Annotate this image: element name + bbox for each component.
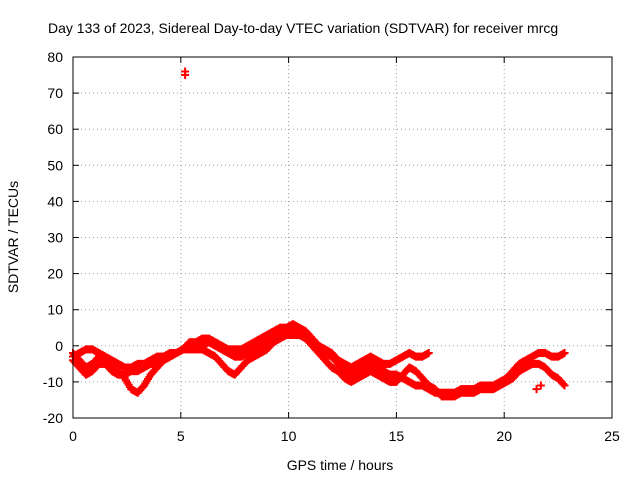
x-tick-label: 25	[604, 428, 620, 444]
x-tick-label: 5	[177, 428, 185, 444]
y-tick-label: 70	[47, 85, 63, 101]
data-point	[532, 385, 541, 394]
series-trace-3	[69, 320, 433, 372]
y-tick-label: -20	[43, 410, 63, 426]
x-tick-label: 20	[496, 428, 512, 444]
y-tick-label: -10	[43, 374, 63, 390]
chart-title: Day 133 of 2023, Sidereal Day-to-day VTE…	[48, 20, 558, 36]
data-point	[424, 349, 433, 358]
x-tick-label: 15	[389, 428, 405, 444]
data-markers	[69, 67, 569, 401]
y-tick-label: 30	[47, 230, 63, 246]
y-tick-label: 80	[47, 49, 63, 65]
axis-ticks: 0 5 10 15 20 25 -20 -10 0 10 20 30 40 50 60 70 80	[43, 49, 620, 444]
data-point	[560, 381, 569, 390]
series-outliers	[181, 67, 545, 394]
chart-grid	[73, 57, 612, 418]
y-tick-label: 40	[47, 193, 63, 209]
y-axis-label: SDTVAR / TECUs	[5, 181, 21, 293]
x-tick-label: 0	[69, 428, 77, 444]
y-tick-label: 60	[47, 121, 63, 137]
series-trace-2	[69, 330, 569, 401]
y-tick-label: 20	[47, 266, 63, 282]
y-tick-label: 10	[47, 302, 63, 318]
data-point	[536, 381, 545, 390]
data-point	[559, 380, 568, 389]
data-point	[560, 349, 569, 358]
y-tick-label: 50	[47, 157, 63, 173]
x-tick-label: 10	[281, 428, 297, 444]
x-axis-label: GPS time / hours	[287, 457, 394, 473]
y-tick-label: 0	[55, 338, 63, 354]
data-point	[181, 71, 190, 80]
